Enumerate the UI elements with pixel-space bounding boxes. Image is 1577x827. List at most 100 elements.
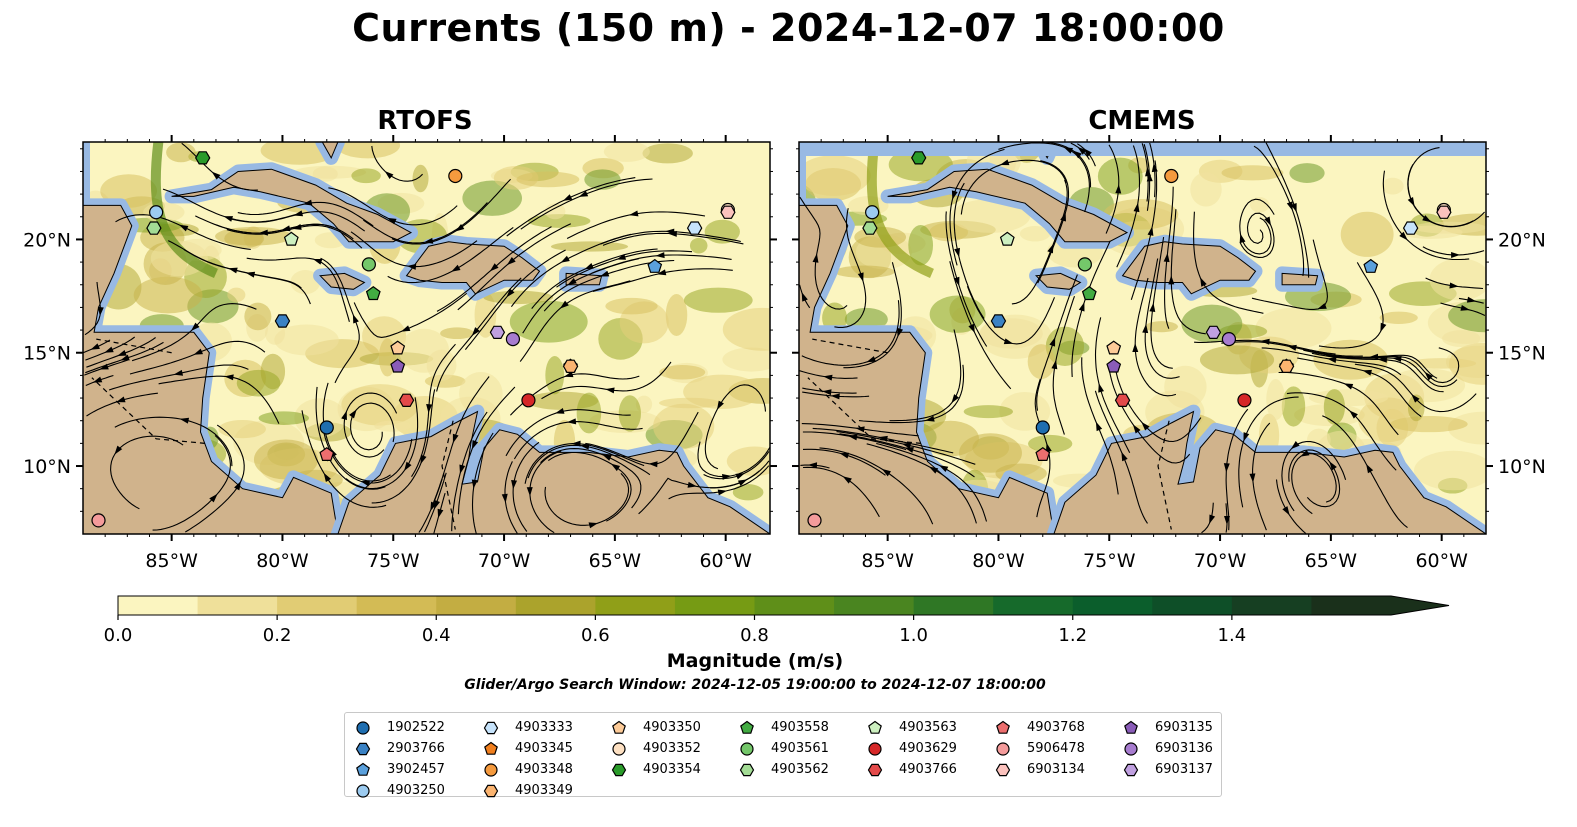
streamline-arrow xyxy=(1200,277,1207,287)
profiler-4903563 xyxy=(999,231,1015,246)
panel-title-rtofs: RTOFS xyxy=(377,106,473,136)
streamline-arrow xyxy=(897,327,904,338)
land-mass xyxy=(337,410,770,534)
streamline-arrow xyxy=(1290,202,1297,213)
legend-marker xyxy=(740,741,754,756)
legend-column: 4903350 4903352 4903354 xyxy=(609,717,701,780)
x-tick-label: 70°W xyxy=(478,550,531,572)
profiler-2903766 xyxy=(274,314,291,328)
streamline-arrow xyxy=(951,394,960,404)
streamline-arrow xyxy=(400,325,411,332)
streamline-arrow xyxy=(437,508,444,519)
streamline-arrow xyxy=(866,356,876,363)
legend-item: 4903562 xyxy=(737,759,829,780)
streamline-arrow xyxy=(1329,461,1337,471)
hexagon-marker-icon xyxy=(611,763,627,776)
profiler-1902522 xyxy=(1035,420,1050,435)
streamline-arrow xyxy=(293,210,304,217)
profiler-6903135 xyxy=(390,358,406,373)
streamline-arrow xyxy=(1095,421,1103,432)
streamline-arrow xyxy=(1003,338,1014,345)
colorbar-segment xyxy=(913,596,994,615)
profiler-4903561 xyxy=(1077,257,1092,272)
legend-column: 4903768 5906478 6903134 xyxy=(993,717,1085,780)
colorbar-tick-label: 0.2 xyxy=(263,625,292,646)
profiler-4903348 xyxy=(1164,168,1179,184)
streamline-arrow xyxy=(511,479,518,490)
streamline-arrow xyxy=(1264,216,1272,226)
legend-marker xyxy=(868,720,882,734)
circle-marker-icon xyxy=(484,762,498,777)
profiler-1902522 xyxy=(319,420,334,435)
streamline-arrow xyxy=(938,465,949,473)
profiler-6903137 xyxy=(1205,325,1222,339)
legend-item: 5906478 xyxy=(993,738,1085,759)
legend-marker xyxy=(995,763,1011,776)
streamline-arrow xyxy=(423,237,434,244)
streamline-arrow xyxy=(193,348,203,355)
streamline-arrow xyxy=(459,464,466,474)
legend-marker xyxy=(356,720,370,735)
profiler-4903768 xyxy=(1035,446,1051,461)
legend-marker xyxy=(484,741,498,755)
y-tick-label: 10°N xyxy=(23,456,71,478)
streamline-arrow xyxy=(830,393,840,400)
legend-item: 4903345 xyxy=(481,738,573,759)
legend-marker xyxy=(612,720,626,734)
streamline-arrow xyxy=(812,253,819,263)
legend-label: 4903333 xyxy=(515,720,573,735)
streamline-arrow xyxy=(559,300,569,309)
colorbar-segment xyxy=(834,596,915,615)
legend-label: 4903562 xyxy=(771,762,829,777)
pentagon-marker-icon xyxy=(484,741,498,755)
streamline-arrow xyxy=(434,499,441,510)
streamline-arrow xyxy=(1209,514,1216,524)
profiler-6903135 xyxy=(1106,358,1122,373)
legend-item: 4903629 xyxy=(865,738,957,759)
legend-item: 2903766 xyxy=(353,738,445,759)
streamline-arrow xyxy=(1098,383,1104,393)
streamline-arrow xyxy=(190,322,200,332)
legend: 1902522 2903766 3902457 4903250 4903333 49033… xyxy=(344,712,1222,798)
streamline-arrow xyxy=(1072,150,1082,159)
profiler-4903348 xyxy=(448,168,463,184)
profiler-4903766 xyxy=(398,393,415,407)
legend-item: 4903561 xyxy=(737,738,829,759)
legend-label: 4903352 xyxy=(643,741,701,756)
land-mass xyxy=(1035,272,1082,290)
streamline-arrow xyxy=(178,224,189,232)
colorbar-label: Magnitude (m/s) xyxy=(666,650,844,672)
streamline-arrow xyxy=(1060,212,1066,222)
streamline-arrow xyxy=(857,272,864,282)
streamline-arrow xyxy=(588,522,599,529)
colorbar-tick-label: 1.2 xyxy=(1058,625,1087,646)
colorbar-tick-label: 0.6 xyxy=(581,625,610,646)
streamline-arrow xyxy=(173,369,184,376)
pentagon-marker-icon xyxy=(740,720,754,734)
legend-marker xyxy=(1123,763,1139,776)
legend-column: 6903135 6903136 6903137 xyxy=(1121,717,1213,780)
legend-item: 4903563 xyxy=(865,717,957,738)
streamline-arrow xyxy=(904,447,914,453)
streamline-arrow xyxy=(1078,302,1085,312)
streamline-arrow xyxy=(452,433,459,444)
land-mass xyxy=(319,272,366,290)
streamline-arrow xyxy=(855,426,865,433)
profiler-4903350 xyxy=(390,340,406,355)
streamline-arrow xyxy=(1121,451,1128,462)
profiler-4903350 xyxy=(1106,340,1122,355)
streamline-arrow xyxy=(878,435,888,442)
hexagon-marker-icon xyxy=(1123,763,1139,776)
country-borders xyxy=(807,338,1172,530)
streamline-arrow xyxy=(360,480,371,487)
colorbar-tick-label: 1.4 xyxy=(1218,625,1247,646)
streamline-arrow xyxy=(1466,296,1477,303)
colorbar-segment xyxy=(993,596,1074,615)
legend-label: 6903135 xyxy=(1155,720,1213,735)
profiler-4903766 xyxy=(1114,393,1131,407)
streamline-arrow xyxy=(648,461,658,468)
streamline-arrow xyxy=(104,346,114,353)
legend-item: 4903250 xyxy=(353,780,445,801)
x-tick-label: 65°W xyxy=(589,550,642,572)
legend-marker xyxy=(867,763,883,776)
